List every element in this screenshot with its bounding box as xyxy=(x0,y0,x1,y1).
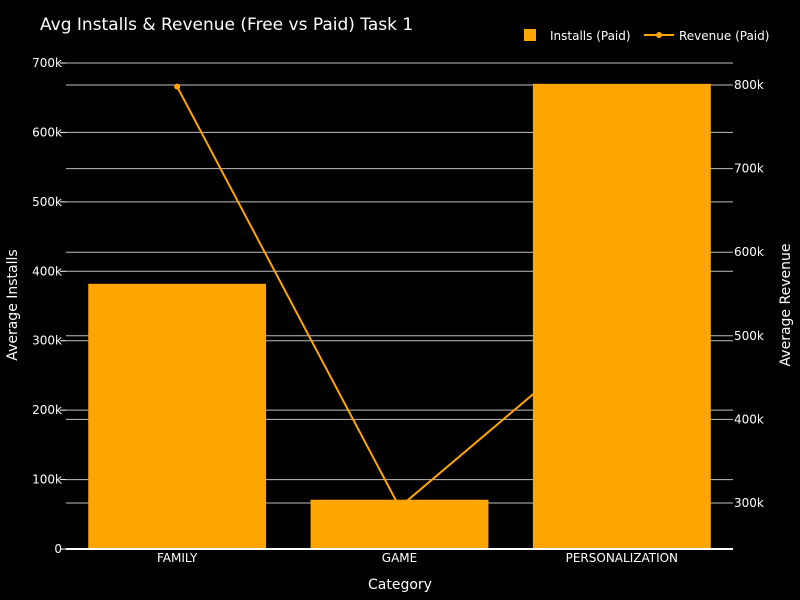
x-tick-label: GAME xyxy=(382,551,417,565)
y-axis-ticks: 0 100k 200k 300k 400k 500k 600k 700k xyxy=(32,56,66,556)
legend-label: Installs (Paid) xyxy=(550,29,631,43)
y2-tick-label: 400k xyxy=(734,412,764,426)
y2-tick-label: 700k xyxy=(734,162,764,176)
y-tick-label: 500k xyxy=(32,195,62,209)
chart-title: Avg Installs & Revenue (Free vs Paid) Ta… xyxy=(40,15,413,35)
legend-bar-swatch xyxy=(524,29,536,41)
y-tick-label: 700k xyxy=(32,56,62,70)
x-tick-label: PERSONALIZATION xyxy=(566,551,678,565)
y-tick-label: 200k xyxy=(32,403,62,417)
y-tick-label: 0 xyxy=(54,542,62,556)
y2-tick-label: 500k xyxy=(734,329,764,343)
y-tick-label: 300k xyxy=(32,334,62,348)
legend-line-marker xyxy=(656,32,662,38)
line-point[interactable] xyxy=(174,83,181,90)
legend[interactable]: Installs (Paid) Revenue (Paid) xyxy=(524,29,769,43)
x-axis-ticks: FAMILY GAME PERSONALIZATION xyxy=(157,551,678,565)
y-tick-label: 600k xyxy=(32,125,62,139)
y-tick-label: 400k xyxy=(32,264,62,278)
y-axis-title: Average Installs xyxy=(5,249,21,360)
line-point[interactable] xyxy=(396,504,403,511)
legend-item-revenue[interactable]: Revenue (Paid) xyxy=(644,29,769,43)
x-axis-title: Category xyxy=(368,577,432,593)
line-series xyxy=(174,83,625,511)
line-point[interactable] xyxy=(618,316,625,323)
y2-tick-label: 800k xyxy=(734,78,764,92)
y2-tick-label: 300k xyxy=(734,496,764,510)
y2-axis-title: Average Revenue xyxy=(778,244,794,367)
bar[interactable] xyxy=(88,283,267,549)
legend-item-installs[interactable]: Installs (Paid) xyxy=(524,29,631,43)
bar-series xyxy=(88,83,711,549)
y2-tick-label: 600k xyxy=(734,245,764,259)
y2-axis-ticks: 300k 400k 500k 600k 700k 800k xyxy=(734,78,764,510)
y-tick-label: 100k xyxy=(32,473,62,487)
legend-label: Revenue (Paid) xyxy=(679,29,769,43)
x-tick-label: FAMILY xyxy=(157,551,198,565)
